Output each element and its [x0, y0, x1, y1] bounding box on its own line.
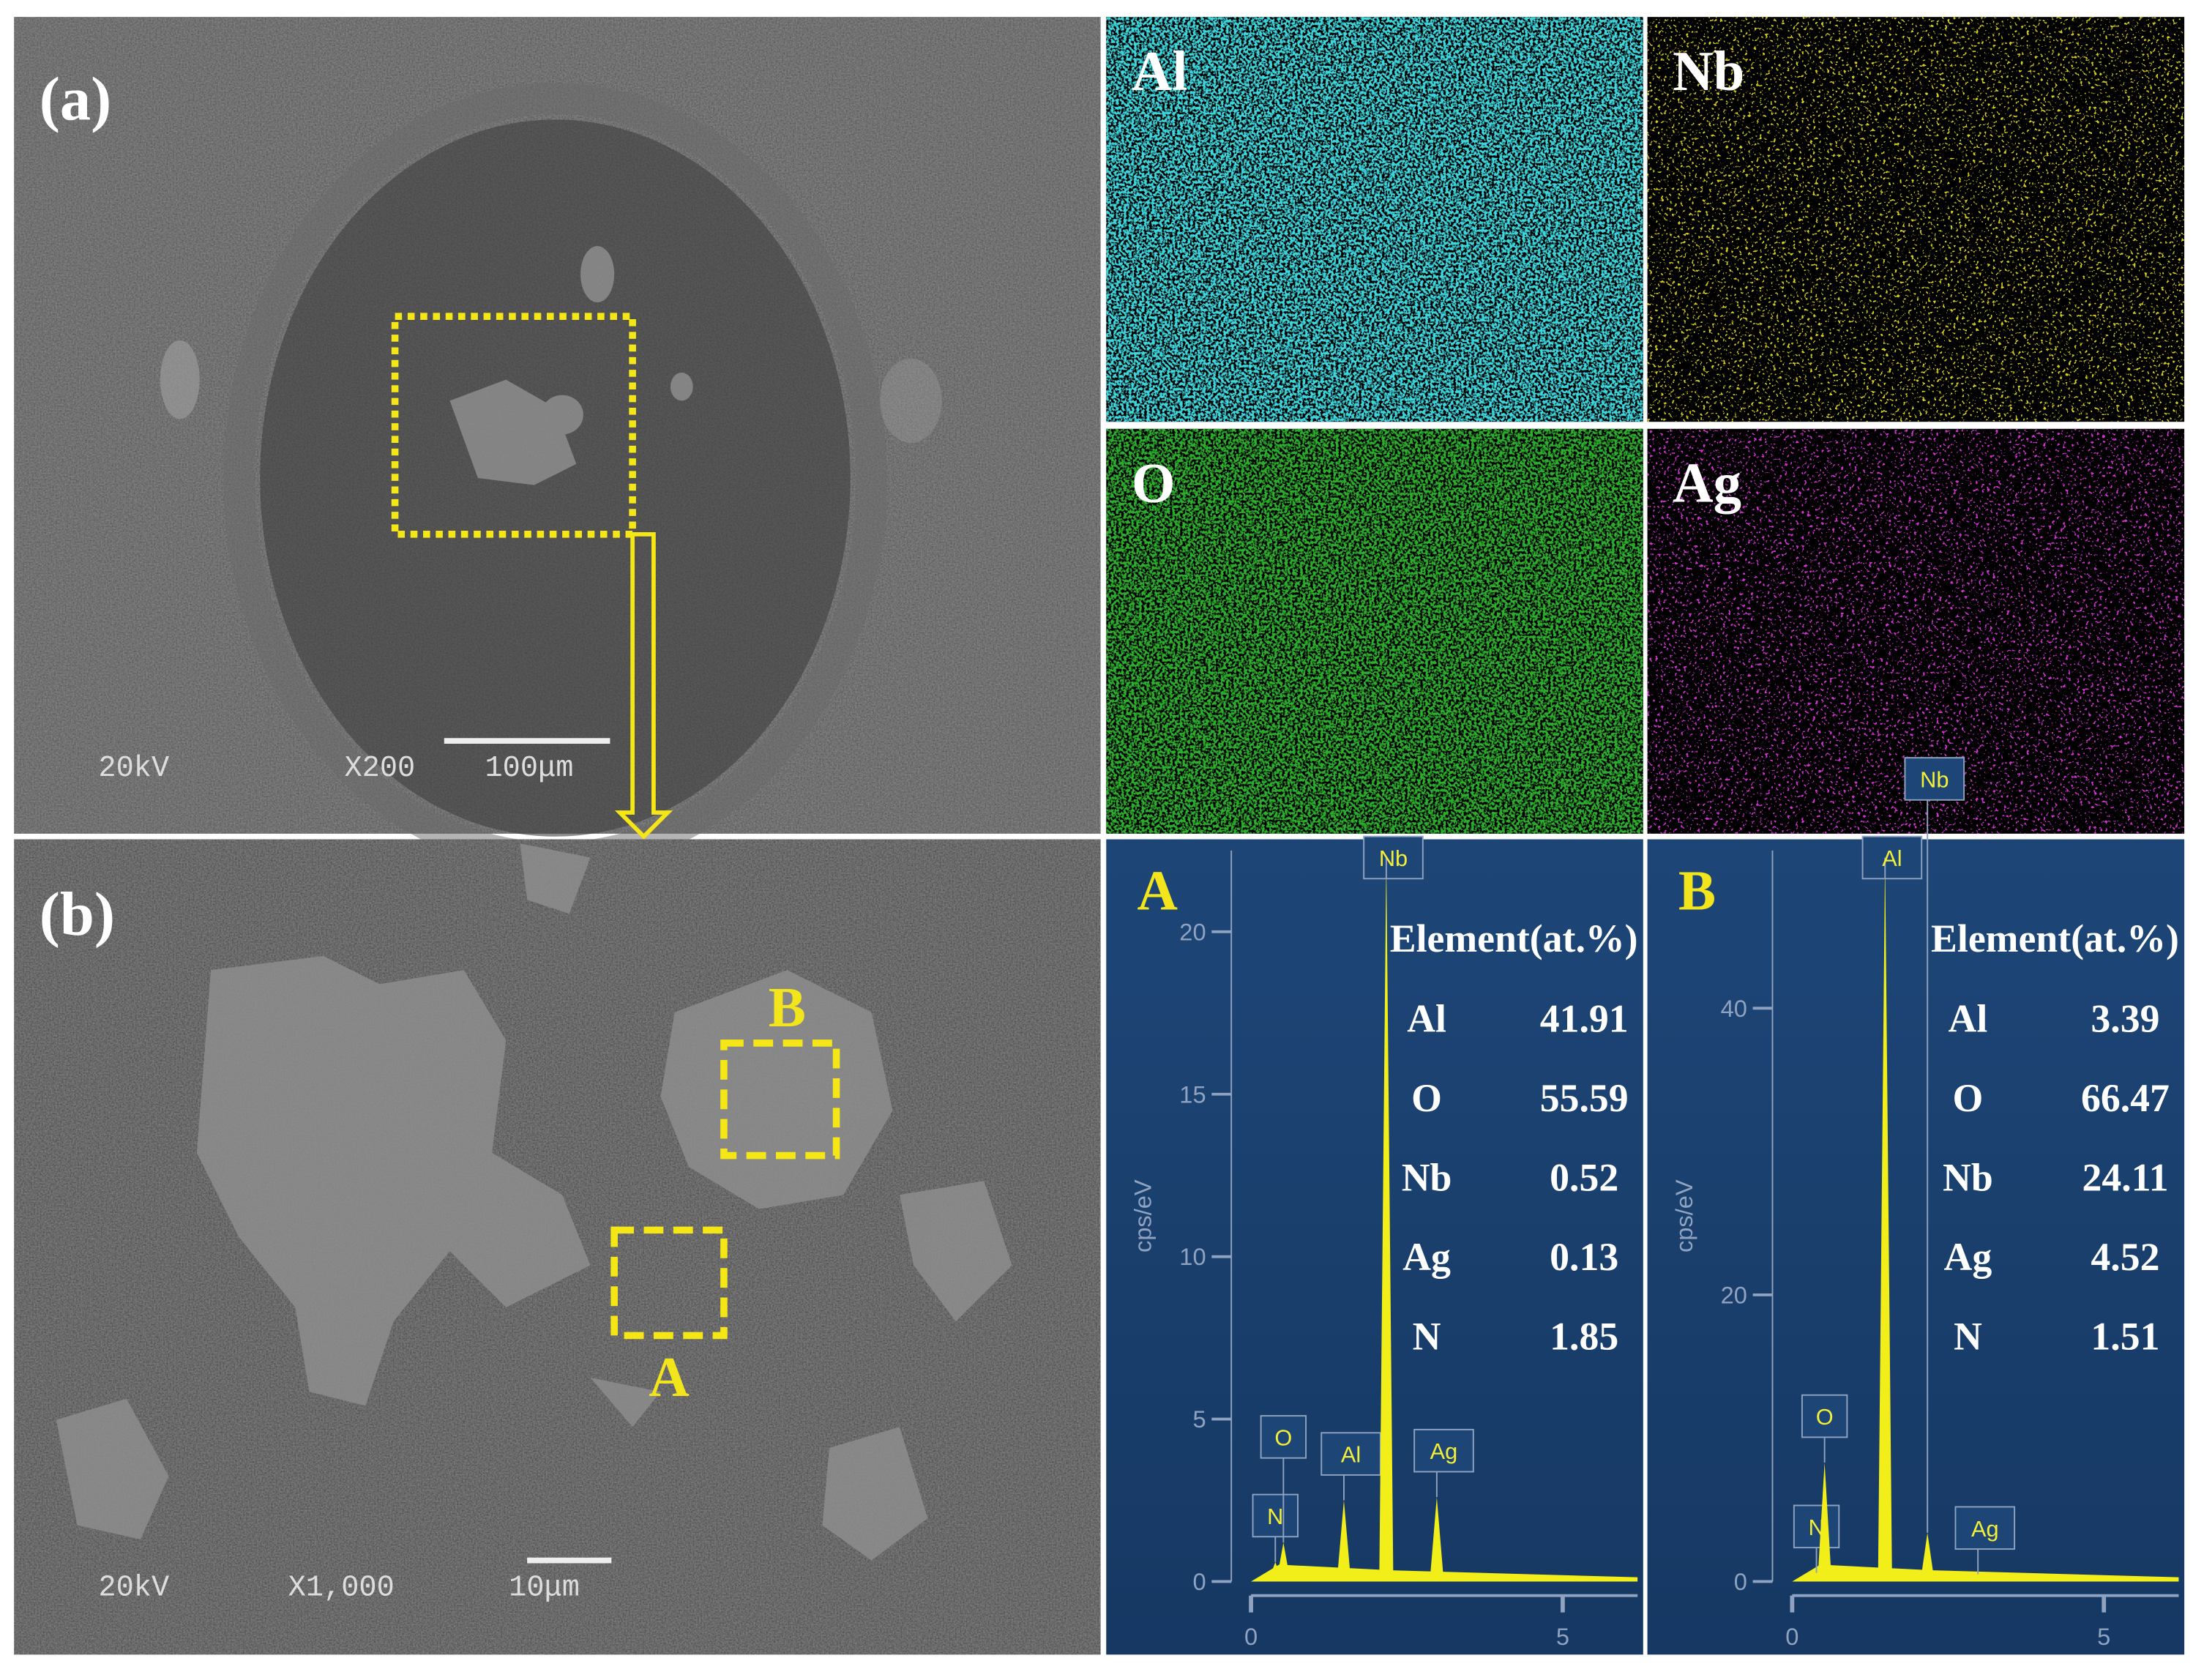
y-tick-label: 10	[1179, 1243, 1206, 1270]
y-tick-label: 5	[1192, 1405, 1206, 1433]
table-value: 0.13	[1550, 1235, 1618, 1279]
spectrum-peak	[1818, 1462, 1832, 1582]
table-value: 24.11	[2082, 1156, 2168, 1200]
debris	[160, 246, 942, 485]
panel-label: (b)	[40, 881, 115, 949]
spectrum-name: B	[1678, 860, 1716, 922]
x-tick-label: 0	[1785, 1623, 1798, 1650]
sem-voltage: 20kV	[98, 752, 169, 785]
map-label: Ag	[1673, 452, 1741, 515]
table-header: Element(at.%)	[1390, 916, 1638, 960]
spectrum-peak	[1430, 1497, 1444, 1582]
dynamic: Al Nb O Ag 0 5 10 15 20 0 5 cps/eV N O Al Nb Ag A Element(…	[1106, 17, 2185, 1655]
map-label: Nb	[1673, 40, 1744, 102]
peak-label: Nb	[1920, 766, 1949, 792]
table-header: Element(at.%)	[1931, 916, 2179, 960]
wear-scar	[260, 119, 851, 837]
spectrum-peak	[1920, 1532, 1935, 1582]
spectrum-peak	[1337, 1500, 1351, 1582]
x-tick-label: 5	[1556, 1623, 1569, 1650]
panel-label: (a)	[40, 65, 112, 133]
region-box	[720, 1039, 840, 1160]
peak-label: Nb	[1379, 845, 1408, 871]
table-element: Ag	[1944, 1235, 1992, 1279]
table-value: 1.51	[2091, 1315, 2159, 1359]
peak-label-box	[1320, 1432, 1381, 1476]
table-element: N	[1954, 1315, 1982, 1359]
spectrum-peak	[1970, 1574, 1985, 1582]
peak-label: O	[1816, 1404, 1834, 1430]
map-label: Al	[1132, 40, 1188, 102]
y-tick-label: 40	[1721, 995, 1747, 1022]
peak-label-box	[1793, 1504, 1840, 1549]
zoom-arrow	[614, 531, 673, 840]
sem-magnification: X1,000	[288, 1572, 395, 1605]
y-tick-label: 20	[1179, 918, 1206, 945]
element-map	[1106, 428, 1643, 834]
element-map	[1647, 17, 2185, 422]
table-element: O	[1411, 1076, 1442, 1120]
peak-label-box	[1413, 1428, 1474, 1473]
table-value: 4.52	[2091, 1235, 2159, 1279]
table-value: 1.85	[1550, 1315, 1618, 1359]
sem-voltage: 20kV	[98, 1572, 169, 1605]
y-tick-label: 0	[1192, 1568, 1206, 1595]
table-element: Al	[1949, 997, 1988, 1041]
peak-label-box	[1252, 1493, 1299, 1538]
peak-label-box	[1363, 835, 1424, 880]
element-map	[1106, 17, 1643, 422]
y-tick-label: 20	[1721, 1281, 1747, 1308]
table-value: 3.39	[2091, 997, 2159, 1041]
sem-panel-b: B A (b) 20kV X1,000 10μm	[14, 839, 1101, 1655]
peak-label-box	[1260, 1415, 1307, 1459]
peak-label: Ag	[1430, 1438, 1458, 1464]
spectrum-background	[1106, 839, 1643, 1655]
y-tick-label: 0	[1734, 1568, 1747, 1595]
table-element: N	[1413, 1315, 1441, 1359]
peak-label: Ag	[1971, 1516, 1999, 1542]
table-element: Nb	[1402, 1156, 1452, 1200]
table-value: 41.91	[1540, 997, 1629, 1041]
peak-label: N	[1267, 1504, 1283, 1529]
spectrum-peak	[1878, 857, 1892, 1582]
table-element: Nb	[1943, 1156, 1993, 1200]
x-tick-label: 0	[1244, 1623, 1258, 1650]
table-value: 66.47	[2081, 1076, 2170, 1120]
table-element: Al	[1407, 997, 1446, 1041]
sem-panel-a: (a) 20kV X200 100μm	[14, 17, 1101, 873]
spectrum-peak	[1379, 856, 1394, 1582]
sem-scale: 100μm	[485, 752, 573, 785]
region-label: B	[769, 977, 806, 1039]
spectrum-name: A	[1138, 860, 1178, 922]
table-element: Ag	[1402, 1235, 1451, 1279]
y-axis-label: cps/eV	[1129, 1179, 1157, 1252]
peak-label-box	[1801, 1394, 1848, 1438]
spectrum-peak	[1276, 1542, 1290, 1582]
peak-label: Al	[1882, 845, 1902, 871]
x-tick-label: 5	[2097, 1623, 2110, 1650]
peak-label-box	[1904, 757, 1965, 801]
table-element: O	[1952, 1076, 1983, 1120]
sem-magnification: X200	[344, 752, 415, 785]
peak-label: O	[1274, 1425, 1292, 1450]
peak-label-box	[1861, 835, 1923, 880]
region-label: A	[649, 1346, 689, 1408]
y-tick-label: 15	[1179, 1080, 1206, 1108]
y-axis-label: cps/eV	[1670, 1179, 1697, 1252]
peak-label-box	[1954, 1506, 2016, 1550]
map-label: O	[1132, 452, 1176, 515]
debris	[56, 843, 1012, 1561]
spectrum-background	[1647, 839, 2185, 1655]
table-value: 0.52	[1550, 1156, 1618, 1200]
peak-label: Al	[1341, 1442, 1361, 1468]
zoom-box	[391, 313, 636, 538]
sem-scale: 10μm	[509, 1572, 580, 1605]
region-box	[610, 1226, 728, 1340]
table-value: 55.59	[1540, 1076, 1629, 1120]
